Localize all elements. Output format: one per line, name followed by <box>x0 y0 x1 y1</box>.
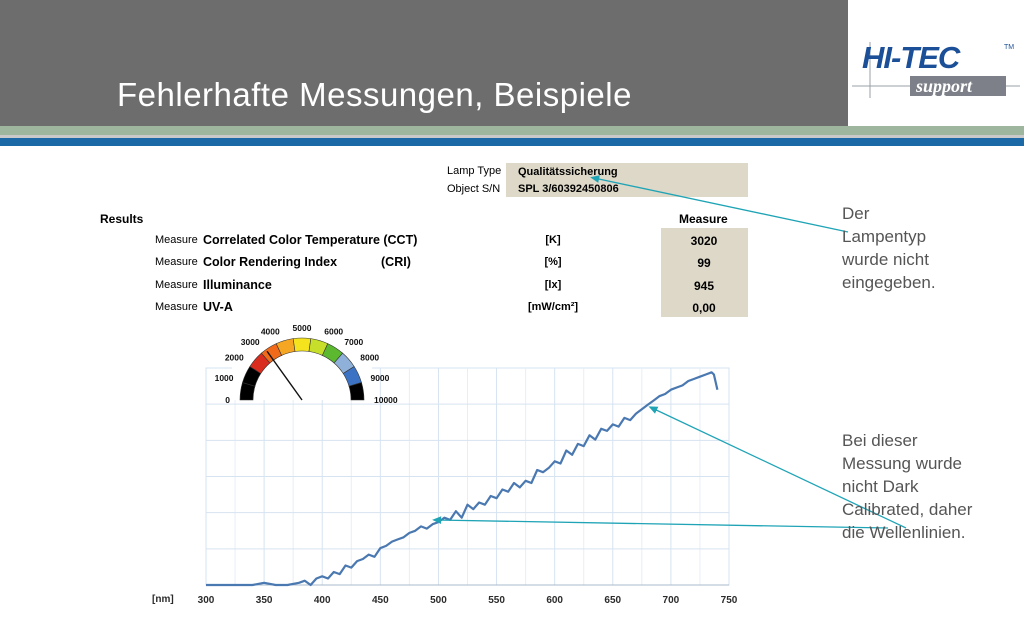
gauge-segment <box>321 343 344 364</box>
x-tick-label: 650 <box>604 595 621 606</box>
gauge-segment <box>260 343 283 364</box>
row-name: Illuminance <box>203 278 272 292</box>
row-abbr: (CRI) <box>381 255 411 269</box>
x-tick-label: 400 <box>314 595 331 606</box>
logo-sub: support <box>916 76 973 96</box>
note-line: Der <box>842 204 870 223</box>
gauge-segment <box>242 366 262 387</box>
row-unit: [%] <box>544 256 562 268</box>
note-line: Calibrated, daher <box>842 500 973 519</box>
row-name: Color Rendering Index <box>203 255 338 269</box>
gauge-segment <box>292 337 312 352</box>
logo-brand: HI-TEC <box>862 40 960 75</box>
note-line: Messung wurde <box>842 454 963 473</box>
row-name: Correlated Color Temperature (CCT) <box>203 233 418 247</box>
lamp-type-label: Lamp Type <box>447 165 502 177</box>
lamp-type-value: Qualitätssicherung <box>518 166 618 178</box>
gauge-segment <box>348 382 365 401</box>
gauge-tick-label: 0 <box>225 395 230 405</box>
x-tick-label: 500 <box>430 595 447 606</box>
x-tick-label: 450 <box>372 595 389 606</box>
note-dark-calibration: Bei dieser Messung wurde nicht Dark Cali… <box>842 429 1017 544</box>
note-lamp-type: Der Lampentyp wurde nicht eingegeben. <box>842 202 1017 294</box>
note-line: nicht Dark <box>842 477 919 496</box>
gauge-tick-label: 7000 <box>344 337 363 347</box>
x-tick-label: 750 <box>721 595 738 606</box>
row-name: UV-A <box>203 300 233 314</box>
gauge-background <box>232 328 372 400</box>
gauge-needle <box>266 350 303 401</box>
header-band <box>0 0 848 126</box>
gauge-tick-label: 1000 <box>215 373 234 383</box>
gauge-segment <box>249 352 271 374</box>
row-unit: [mW/cm²] <box>527 301 579 313</box>
gauge-tick-label: 9000 <box>370 373 389 383</box>
gauge-segment <box>239 382 256 401</box>
row-prefix: Measure <box>155 301 198 313</box>
note-line: wurde nicht <box>842 250 929 269</box>
gauge-segment <box>342 366 362 387</box>
logo-tm: TM <box>1004 44 1015 51</box>
object-sn-label: Object S/N <box>447 183 501 195</box>
gauge-segment <box>308 338 329 356</box>
values-box <box>661 228 748 317</box>
x-tick-label: 300 <box>198 595 215 606</box>
row-prefix: Measure <box>155 234 198 246</box>
gauge-tick-label: 10000 <box>374 395 398 405</box>
gauge-tick-label: 2000 <box>225 353 244 363</box>
stripe-gray <box>0 135 1024 138</box>
note-line: die Wellenlinien. <box>842 523 966 542</box>
x-tick-label: 600 <box>546 595 563 606</box>
x-tick-label: 550 <box>488 595 505 606</box>
note-line: Lampentyp <box>842 227 927 246</box>
gauge-tick-label: 4000 <box>261 327 280 337</box>
results-title: Results <box>100 212 144 226</box>
measure-column-header: Measure <box>679 212 728 226</box>
x-axis-label: [nm] <box>152 594 174 605</box>
row-value: 945 <box>693 279 715 293</box>
gauge-segment <box>275 338 296 356</box>
row-unit: [lx] <box>544 279 562 291</box>
arrow-wave-lower <box>432 516 889 529</box>
note-line: eingegeben. <box>842 273 936 292</box>
plot-area <box>205 367 730 586</box>
object-sn-value: SPL 3/60392450806 <box>518 183 619 195</box>
gauge-tick-label: 5000 <box>293 323 312 333</box>
stripe-blue <box>0 138 1024 146</box>
row-prefix: Measure <box>155 279 198 291</box>
logo: HI-TEC TM support <box>848 0 1024 126</box>
row-value: 3020 <box>690 234 718 248</box>
row-prefix: Measure <box>155 256 198 268</box>
gauge-tick-label: 6000 <box>324 327 343 337</box>
x-tick-label: 350 <box>256 595 273 606</box>
page-title: Fehlerhafte Messungen, Beispiele <box>117 76 632 113</box>
note-line: Bei dieser <box>842 431 918 450</box>
gauge-tick-label: 3000 <box>241 337 260 347</box>
row-value: 0,00 <box>692 301 716 315</box>
gauge-segment <box>333 352 355 374</box>
hi-tec-logo-icon <box>852 42 1020 98</box>
x-tick-label: 700 <box>663 595 680 606</box>
spectrum-series-line <box>206 371 719 587</box>
gauge-tick-label: 8000 <box>360 353 379 363</box>
row-unit: [K] <box>545 234 561 246</box>
row-value: 99 <box>697 256 711 270</box>
stripe-green <box>0 126 1024 135</box>
